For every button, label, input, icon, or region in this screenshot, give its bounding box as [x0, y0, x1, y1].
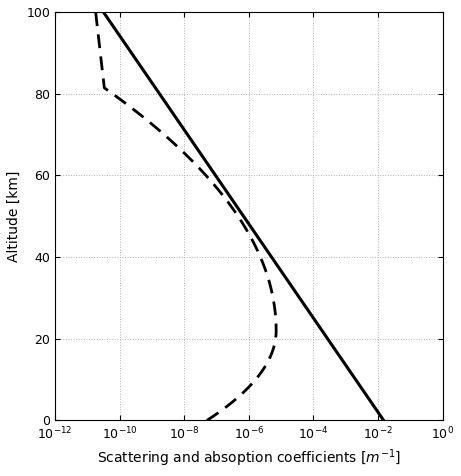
X-axis label: Scattering and absoption coefficients $[m^{-1}]$: Scattering and absoption coefficients $[…: [97, 447, 401, 469]
Y-axis label: Altitude [km]: Altitude [km]: [7, 170, 21, 262]
